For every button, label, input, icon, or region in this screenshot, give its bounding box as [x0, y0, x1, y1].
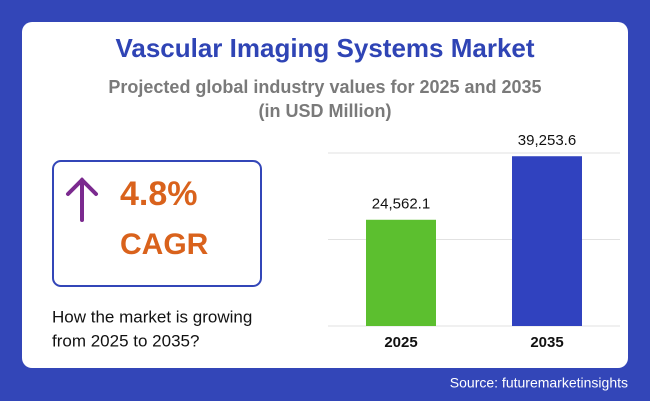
source: Source: futuremarketinsights	[450, 375, 628, 391]
subtitle: (in USD Million)	[259, 101, 392, 121]
question: from 2025 to 2035?	[52, 331, 199, 350]
cagr-label: CAGR	[120, 228, 209, 261]
cagr-value: 4.8%	[120, 175, 198, 213]
title: Vascular Imaging Systems Market	[115, 33, 534, 63]
question: How the market is growing	[52, 307, 252, 326]
up-arrow	[66, 177, 98, 222]
bar	[512, 156, 582, 326]
cagr-box	[52, 160, 262, 287]
value-label: 24,562.1	[372, 196, 430, 213]
bar	[366, 219, 436, 326]
x-tick-label: 2025	[384, 334, 417, 351]
subtitle: Projected global industry values for 202…	[108, 77, 541, 97]
card	[22, 22, 628, 368]
value-label: 39,253.6	[518, 132, 576, 149]
x-tick-label: 2035	[530, 334, 563, 351]
